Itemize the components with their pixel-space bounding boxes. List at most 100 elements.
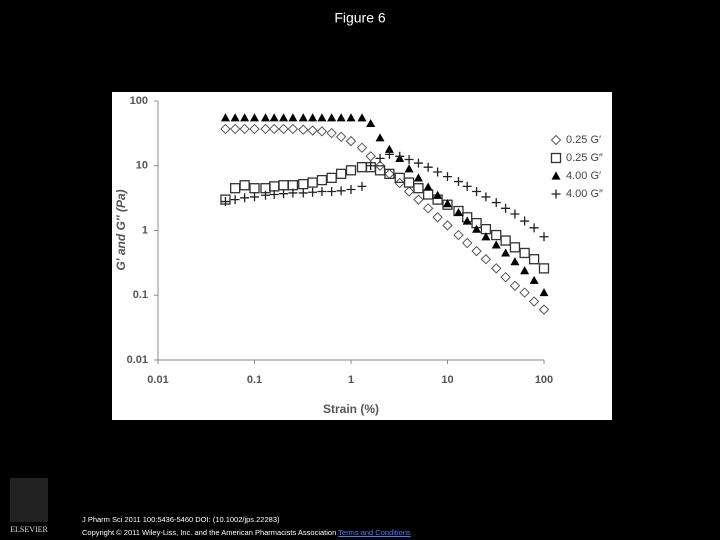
marker-triangle <box>269 113 279 122</box>
marker-diamond <box>220 123 231 135</box>
marker-diamond <box>260 123 271 135</box>
marker-square <box>345 165 357 176</box>
marker-square <box>538 263 550 274</box>
marker-plus <box>336 186 346 196</box>
marker-triangle <box>327 113 337 122</box>
x-tick-label: 0.01 <box>147 374 168 386</box>
slide-title: Figure 6 <box>334 10 386 26</box>
legend-label: 0.25 G′ <box>566 134 601 146</box>
x-tick-label: 0.1 <box>247 374 262 386</box>
y-tick-label: 1 <box>142 224 148 236</box>
marker-plus <box>384 149 394 159</box>
marker-diamond <box>422 203 434 214</box>
marker-diamond <box>394 177 405 189</box>
marker-triangle <box>453 207 463 217</box>
marker-triangle <box>357 113 367 122</box>
marker-plus <box>443 172 452 182</box>
marker-square <box>528 254 540 265</box>
marker-square <box>500 235 511 246</box>
marker-plus <box>308 187 318 197</box>
marker-plus <box>413 158 423 168</box>
marker-square <box>519 247 530 259</box>
marker-diamond <box>500 271 511 283</box>
marker-diamond <box>509 280 521 291</box>
marker-diamond <box>316 126 328 137</box>
marker-plus <box>269 189 279 199</box>
copyright-line: Copyright © 2011 Wiley-Liss, Inc. and th… <box>82 528 411 537</box>
copyright: Copyright © 2011 Wiley-Liss, Inc. and th… <box>82 528 337 537</box>
marker-plus <box>472 187 482 197</box>
marker-diamond <box>249 123 260 135</box>
marker-triangle <box>308 113 318 122</box>
marker-diamond <box>326 127 337 139</box>
marker-diamond <box>287 123 299 135</box>
marker-square <box>335 168 347 179</box>
marker-plus <box>357 181 367 191</box>
marker-diamond <box>345 135 357 147</box>
legend-marker <box>550 152 562 164</box>
marker-diamond <box>442 220 453 231</box>
logo-image <box>10 478 48 522</box>
marker-plus <box>491 198 501 208</box>
marker-plus <box>453 177 463 187</box>
x-tick-label: 10 <box>441 374 453 386</box>
marker-plus <box>317 187 327 197</box>
marker-triangle <box>260 113 270 122</box>
marker-square <box>413 183 424 194</box>
marker-square <box>239 180 250 191</box>
marker-diamond <box>298 124 309 135</box>
terms-link[interactable]: Terms and Conditions <box>338 528 411 537</box>
marker-diamond <box>229 123 241 135</box>
marker-triangle <box>501 248 511 257</box>
marker-triangle <box>529 275 539 284</box>
marker-diamond <box>365 151 376 162</box>
marker-diamond <box>471 245 482 257</box>
marker-triangle <box>220 113 230 122</box>
logo-text: ELSEVIER <box>10 525 48 534</box>
x-tick-label: 100 <box>535 374 553 386</box>
y-tick-label: 0.1 <box>133 289 148 301</box>
marker-triangle <box>539 288 549 297</box>
marker-plus <box>240 193 250 203</box>
marker-triangle <box>317 113 327 122</box>
marker-plus <box>539 232 549 242</box>
marker-triangle <box>288 113 298 122</box>
marker-plus <box>433 167 443 177</box>
marker-triangle <box>423 182 433 191</box>
marker-triangle <box>433 190 443 199</box>
marker-plus <box>529 223 539 233</box>
marker-diamond <box>356 142 368 153</box>
marker-plus <box>298 188 308 198</box>
citation: J Pharm Sci 2011 100:5436-5460 DOI: (10.… <box>82 515 280 524</box>
marker-plus <box>366 161 376 171</box>
marker-plus <box>279 189 289 199</box>
x-axis-label: Strain (%) <box>323 402 379 416</box>
marker-square <box>316 174 328 186</box>
marker-plus <box>375 153 385 163</box>
marker-diamond <box>519 287 530 298</box>
marker-triangle <box>510 257 520 266</box>
logo: ELSEVIER <box>10 478 49 534</box>
marker-plus <box>327 187 337 197</box>
marker-plus <box>260 190 270 200</box>
marker-diamond <box>278 123 289 135</box>
marker-triangle <box>520 266 530 275</box>
marker-plus <box>395 151 405 161</box>
marker-triangle <box>298 113 308 122</box>
marker-square <box>509 242 521 253</box>
marker-triangle <box>462 216 472 225</box>
marker-plus <box>462 181 472 191</box>
marker-triangle <box>404 164 414 173</box>
legend-label: 0.25 G″ <box>566 152 603 164</box>
marker-diamond <box>374 160 386 171</box>
marker-plus <box>501 203 511 213</box>
legend-label: 4.00 G′ <box>566 170 601 182</box>
legend-marker <box>551 171 561 180</box>
legend-marker <box>550 134 562 146</box>
y-tick-label: 10 <box>136 160 148 172</box>
marker-plus <box>404 154 414 164</box>
y-tick-label: 100 <box>130 95 148 107</box>
marker-plus <box>510 209 520 219</box>
marker-square <box>403 177 415 188</box>
